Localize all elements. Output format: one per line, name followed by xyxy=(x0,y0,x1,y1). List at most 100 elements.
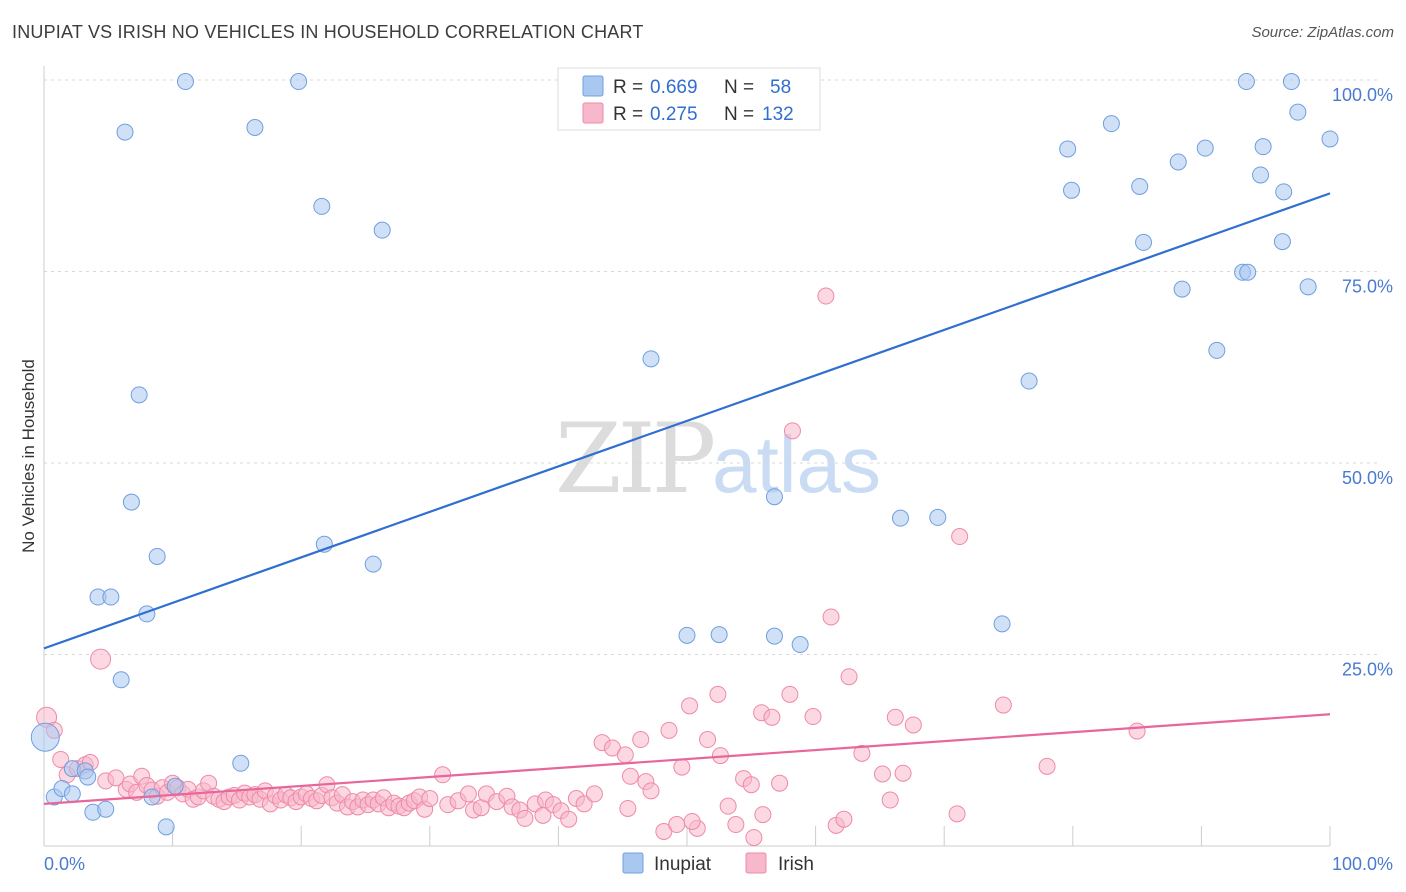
point-irish xyxy=(873,765,891,783)
point-inupiat xyxy=(1173,280,1191,298)
point-inupiat xyxy=(116,123,134,141)
point-inupiat xyxy=(63,785,81,803)
point-inupiat xyxy=(290,73,308,91)
point-inupiat xyxy=(1131,177,1149,195)
y-tick-label: 50.0% xyxy=(1342,468,1393,488)
point-irish xyxy=(699,731,717,749)
point-inupiat xyxy=(130,386,148,404)
bottom-legend-swatch-irish xyxy=(745,852,767,874)
source-credit: Source: ZipAtlas.com xyxy=(1251,24,1394,41)
point-inupiat xyxy=(891,509,909,527)
point-inupiat xyxy=(373,221,391,239)
point-inupiat xyxy=(176,73,194,91)
legend-n-label-1: N = xyxy=(724,77,754,98)
data-points xyxy=(30,73,1339,847)
point-inupiat xyxy=(157,818,175,836)
point-inupiat xyxy=(313,197,331,215)
point-irish xyxy=(719,797,737,815)
bottom-legend-label-inupiat: Inupiat xyxy=(654,854,712,875)
point-irish xyxy=(619,799,637,817)
point-irish xyxy=(459,785,477,803)
point-irish xyxy=(948,805,966,823)
point-inupiat xyxy=(364,555,382,573)
point-inupiat xyxy=(246,118,264,136)
point-inupiat xyxy=(791,636,809,654)
point-inupiat xyxy=(1289,103,1307,121)
point-inupiat xyxy=(148,547,166,565)
point-irish xyxy=(754,806,772,824)
point-irish xyxy=(642,782,660,800)
point-inupiat xyxy=(993,615,1011,633)
bottom-legend-label-irish: Irish xyxy=(778,854,814,875)
y-tick-label: 75.0% xyxy=(1342,277,1393,297)
x-tick-label: 100.0% xyxy=(1332,854,1393,874)
legend-r-value-2: 0.275 xyxy=(650,104,698,125)
point-inupiat xyxy=(1063,181,1081,199)
legend-r-label-2: R = xyxy=(613,104,643,125)
point-irish xyxy=(421,790,439,808)
point-irish xyxy=(673,758,691,776)
point-inupiat xyxy=(1321,130,1339,148)
point-inupiat xyxy=(1169,153,1187,171)
point-inupiat xyxy=(929,508,947,526)
y-tick-label: 100.0% xyxy=(1332,85,1393,105)
point-irish xyxy=(585,785,603,803)
point-inupiat xyxy=(1273,233,1291,251)
point-inupiat xyxy=(1135,233,1153,251)
point-inupiat xyxy=(232,754,250,772)
legend-n-value-1: 58 xyxy=(770,77,791,98)
point-inupiat xyxy=(1275,183,1293,201)
point-irish xyxy=(52,750,70,768)
chart-title: INUPIAT VS IRISH NO VEHICLES IN HOUSEHOL… xyxy=(12,22,644,42)
point-irish xyxy=(904,716,922,734)
point-irish xyxy=(107,769,125,787)
point-irish xyxy=(560,810,578,828)
point-irish xyxy=(668,816,686,834)
point-irish xyxy=(727,816,745,834)
point-inupiat xyxy=(678,626,696,644)
point-irish xyxy=(951,528,969,546)
point-inupiat xyxy=(79,768,97,786)
point-inupiat xyxy=(1059,140,1077,158)
trend-lines xyxy=(43,192,1331,805)
point-irish xyxy=(817,287,835,305)
point-irish xyxy=(621,767,639,785)
point-irish xyxy=(90,648,112,670)
point-irish xyxy=(1038,757,1056,775)
legend-r-value-1: 0.669 xyxy=(650,77,698,98)
legend-box: R = 0.669 N = 58 R = 0.275 N = 132 xyxy=(557,67,821,131)
point-inupiat xyxy=(710,626,728,644)
point-irish xyxy=(822,608,840,626)
point-irish xyxy=(683,812,701,830)
legend-n-value-2: 132 xyxy=(762,104,794,125)
point-irish xyxy=(742,776,760,794)
bottom-legend-swatch-inupiat xyxy=(622,852,644,874)
point-irish xyxy=(763,708,781,726)
point-inupiat xyxy=(1237,73,1255,91)
point-irish xyxy=(881,791,899,809)
point-irish xyxy=(771,774,789,792)
point-inupiat xyxy=(1239,263,1257,281)
legend-swatch-irish xyxy=(582,102,604,124)
point-irish xyxy=(1128,722,1146,740)
point-irish xyxy=(660,721,678,739)
point-inupiat xyxy=(97,800,115,818)
point-irish xyxy=(681,697,699,715)
point-irish xyxy=(632,731,650,749)
point-irish xyxy=(781,685,799,703)
point-inupiat xyxy=(1102,115,1120,133)
point-irish xyxy=(840,668,858,686)
y-tick-label: 25.0% xyxy=(1342,660,1393,680)
point-irish xyxy=(894,764,912,782)
point-inupiat xyxy=(765,627,783,645)
point-inupiat xyxy=(765,488,783,506)
legend-n-label-2: N = xyxy=(724,104,754,125)
point-inupiat xyxy=(1299,278,1317,296)
point-inupiat xyxy=(122,493,140,511)
point-irish xyxy=(783,422,801,440)
point-irish xyxy=(804,708,822,726)
point-irish xyxy=(835,810,853,828)
point-irish xyxy=(709,685,727,703)
point-irish xyxy=(886,708,904,726)
point-irish xyxy=(853,744,871,762)
